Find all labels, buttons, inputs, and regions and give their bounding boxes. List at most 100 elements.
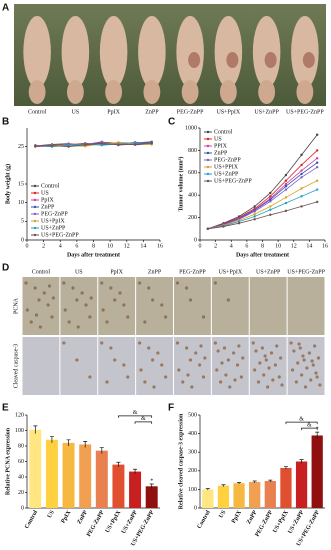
- point: [284, 188, 288, 191]
- row-label: Cleaved caspase-3: [13, 344, 19, 388]
- error-bar: [49, 436, 54, 443]
- x-tick-label: 10: [275, 243, 281, 249]
- mouse-body: [252, 16, 281, 88]
- point: [133, 143, 137, 146]
- panel-label: A: [2, 3, 9, 14]
- stain: [51, 296, 55, 300]
- error-bar: [33, 425, 38, 434]
- stain: [273, 363, 277, 367]
- stain: [215, 368, 219, 372]
- annotation: &: [133, 410, 138, 416]
- point: [222, 225, 225, 228]
- panel-label: F: [168, 403, 174, 414]
- point: [269, 191, 272, 195]
- panel-label: B: [2, 117, 9, 128]
- point: [300, 176, 303, 179]
- error-bar: [205, 488, 210, 491]
- stain: [88, 315, 92, 319]
- tumor: [302, 52, 315, 68]
- stain: [318, 383, 322, 387]
- bar: [280, 468, 292, 508]
- stain: [164, 375, 168, 379]
- mouse-body: [291, 16, 319, 88]
- mouse-body: [176, 16, 204, 88]
- row-label: PCNA: [13, 297, 19, 314]
- x-tick-label: PEG-ZnPP: [86, 509, 106, 537]
- stain: [267, 366, 271, 370]
- y-tick-label: 400: [188, 193, 197, 199]
- x-tick-label: 0: [26, 243, 29, 249]
- micrograph-cell: [60, 337, 98, 395]
- point: [315, 149, 319, 152]
- legend-marker: [33, 212, 37, 216]
- stain: [289, 341, 293, 345]
- x-tick-label: 10: [107, 243, 113, 249]
- stain: [264, 358, 268, 362]
- mouse-head: [143, 80, 161, 104]
- legend-marker: [33, 233, 37, 237]
- legend-marker: [206, 179, 210, 183]
- micrograph-cell: [211, 277, 249, 335]
- stain: [101, 308, 105, 312]
- mouse-head: [219, 80, 237, 104]
- annotation: &: [307, 422, 312, 428]
- point: [269, 205, 272, 208]
- bracket: [301, 427, 318, 431]
- y-tick-label: 400: [188, 431, 197, 437]
- stain: [213, 341, 217, 345]
- stain: [302, 358, 306, 362]
- x-tick-label: Control: [197, 509, 212, 530]
- legend-label: ZnPP: [41, 204, 55, 210]
- point: [269, 208, 272, 211]
- annotation: *: [316, 426, 319, 432]
- stain: [181, 380, 185, 384]
- bar: [79, 444, 92, 508]
- y-tick-label: 80: [18, 443, 24, 449]
- column-label: US+PEG-ZnPP: [287, 269, 325, 275]
- x-axis-label: Days after treatment: [236, 252, 289, 258]
- micrographs: [22, 277, 325, 395]
- point: [237, 220, 241, 223]
- stain: [241, 356, 245, 360]
- stain: [122, 303, 126, 307]
- stain: [34, 313, 39, 317]
- point: [133, 141, 137, 144]
- x-tick-label: 14: [140, 243, 146, 249]
- stain: [280, 383, 284, 387]
- stain: [237, 344, 241, 348]
- stain: [185, 286, 189, 290]
- stain: [235, 363, 240, 367]
- stain: [239, 375, 243, 379]
- micrograph-cell: [174, 277, 211, 335]
- stain: [100, 281, 104, 285]
- micrograph-cell: [22, 277, 60, 335]
- point: [206, 227, 210, 230]
- x-tick-label: 4: [230, 243, 233, 249]
- y-axis-label: Body weight (g): [4, 164, 11, 204]
- stain: [24, 281, 28, 285]
- point: [50, 144, 54, 147]
- error-bar: [221, 484, 226, 487]
- point: [67, 145, 70, 148]
- y-tick-label: 0: [194, 505, 197, 511]
- legend-label: ZnPP: [214, 150, 228, 156]
- panel-label: C: [168, 117, 175, 128]
- micrograph-cell: [136, 337, 173, 395]
- stain: [33, 286, 37, 290]
- legend-label: PPIX: [214, 143, 228, 149]
- column-label: US+ZnPP: [256, 269, 281, 275]
- stain: [63, 308, 67, 312]
- point: [315, 133, 319, 136]
- point: [269, 200, 272, 203]
- stain: [260, 346, 264, 350]
- stain: [105, 380, 109, 384]
- bar: [295, 461, 308, 508]
- y-tick-label: 800: [188, 148, 197, 154]
- point: [300, 205, 303, 208]
- column-label: US+PpIX: [218, 269, 242, 275]
- bar: [95, 450, 108, 508]
- stain: [297, 342, 301, 346]
- y-tick-label: 60: [18, 459, 24, 465]
- legend-marker: [33, 226, 37, 230]
- stain: [62, 341, 66, 345]
